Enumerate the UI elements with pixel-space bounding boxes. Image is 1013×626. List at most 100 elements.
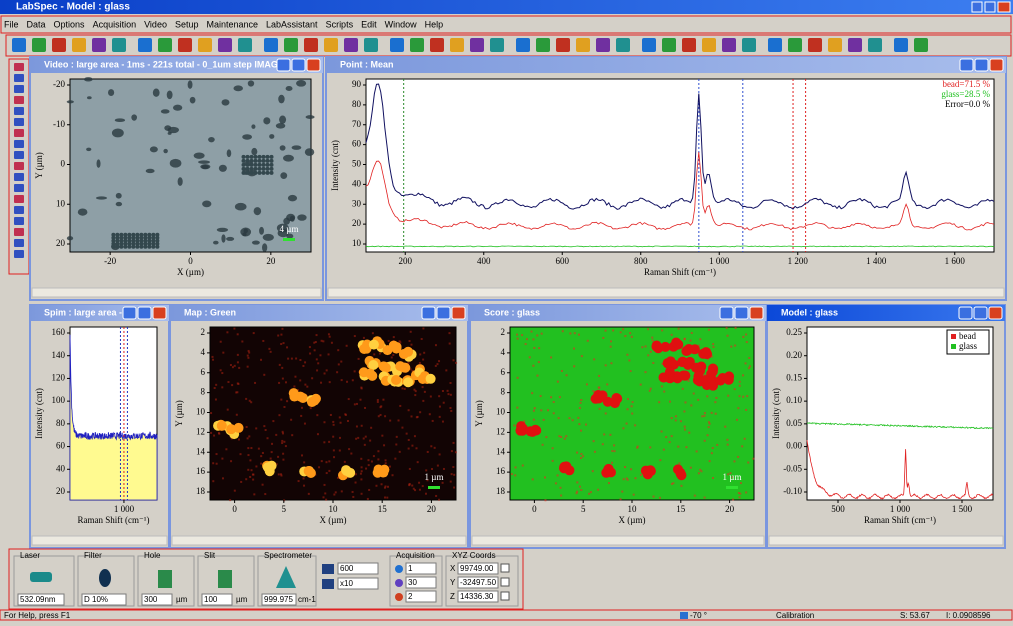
toolbar-button[interactable] [430, 38, 444, 52]
scrollbar[interactable] [328, 288, 1004, 297]
scrollbar[interactable] [32, 288, 321, 297]
toolbar-button[interactable] [536, 38, 550, 52]
toolbar-button[interactable] [914, 38, 928, 52]
toolbar-button[interactable] [450, 38, 464, 52]
tool-icon[interactable] [14, 206, 24, 214]
scrollbar[interactable] [769, 536, 1003, 545]
toolbar-button[interactable] [470, 38, 484, 52]
toolbar-button[interactable] [138, 38, 152, 52]
toolbar-button[interactable] [682, 38, 696, 52]
window-button[interactable] [422, 307, 435, 319]
tool-icon[interactable] [14, 173, 24, 181]
toolbar-button[interactable] [158, 38, 172, 52]
coordinate-check[interactable] [501, 592, 509, 600]
toolbar-button[interactable] [596, 38, 610, 52]
window-button[interactable] [989, 307, 1002, 319]
window-button[interactable] [959, 307, 972, 319]
toolbar-button[interactable] [218, 38, 232, 52]
tool-icon[interactable] [14, 195, 24, 203]
toolbar-button[interactable] [516, 38, 530, 52]
toolbar-button[interactable] [12, 38, 26, 52]
coordinate-check[interactable] [501, 578, 509, 586]
toolbar-button[interactable] [410, 38, 424, 52]
toolbar-button[interactable] [364, 38, 378, 52]
toolbar-button[interactable] [742, 38, 756, 52]
toolbar-button[interactable] [616, 38, 630, 52]
menu-item[interactable]: Data [27, 19, 46, 29]
toolbar-button[interactable] [702, 38, 716, 52]
toolbar-button[interactable] [848, 38, 862, 52]
window-button[interactable] [153, 307, 166, 319]
minimize-button[interactable] [972, 2, 982, 12]
close-button[interactable] [998, 2, 1010, 12]
toolbar-button[interactable] [52, 38, 66, 52]
window-button[interactable] [123, 307, 136, 319]
toolbar-button[interactable] [768, 38, 782, 52]
tool-icon[interactable] [14, 129, 24, 137]
toolbar-button[interactable] [576, 38, 590, 52]
window-button[interactable] [437, 307, 450, 319]
window-button[interactable] [960, 59, 973, 71]
menu-item[interactable]: Help [425, 19, 444, 29]
tool-icon[interactable] [14, 184, 24, 192]
menu-item[interactable]: LabAssistant [266, 19, 318, 29]
toolbar-button[interactable] [788, 38, 802, 52]
toolbar-button[interactable] [390, 38, 404, 52]
window-button[interactable] [990, 59, 1003, 71]
tool-icon[interactable] [14, 250, 24, 258]
menu-item[interactable]: File [4, 19, 19, 29]
scrollbar[interactable] [172, 536, 466, 545]
toolbar-button[interactable] [112, 38, 126, 52]
toolbar-button[interactable] [304, 38, 318, 52]
window-button[interactable] [735, 307, 748, 319]
tool-icon[interactable] [14, 63, 24, 71]
tool-icon[interactable] [14, 228, 24, 236]
menu-item[interactable]: Scripts [326, 19, 354, 29]
menu-item[interactable]: Acquisition [93, 19, 137, 29]
toolbar-button[interactable] [662, 38, 676, 52]
window-button[interactable] [277, 59, 290, 71]
toolbar-button[interactable] [868, 38, 882, 52]
menu-item[interactable]: Options [54, 19, 86, 29]
toolbar-button[interactable] [72, 38, 86, 52]
toolbar-button[interactable] [32, 38, 46, 52]
window-button[interactable] [750, 307, 763, 319]
menu-item[interactable]: Video [144, 19, 167, 29]
window-button[interactable] [452, 307, 465, 319]
maximize-button[interactable] [985, 2, 995, 12]
toolbar-button[interactable] [178, 38, 192, 52]
toolbar-button[interactable] [722, 38, 736, 52]
toolbar-button[interactable] [264, 38, 278, 52]
menu-item[interactable]: Maintenance [206, 19, 258, 29]
window-button[interactable] [307, 59, 320, 71]
tool-icon[interactable] [14, 107, 24, 115]
coordinate-check[interactable] [501, 564, 509, 572]
toolbar-button[interactable] [92, 38, 106, 52]
scrollbar[interactable] [32, 536, 167, 545]
tool-icon[interactable] [14, 85, 24, 93]
tool-icon[interactable] [14, 239, 24, 247]
toolbar-button[interactable] [808, 38, 822, 52]
tool-icon[interactable] [14, 118, 24, 126]
toolbar-button[interactable] [284, 38, 298, 52]
tool-icon[interactable] [14, 162, 24, 170]
menu-item[interactable]: Setup [175, 19, 199, 29]
tool-icon[interactable] [14, 217, 24, 225]
window-button[interactable] [974, 307, 987, 319]
tool-icon[interactable] [14, 151, 24, 159]
scrollbar[interactable] [472, 536, 764, 545]
toolbar-button[interactable] [556, 38, 570, 52]
window-button[interactable] [975, 59, 988, 71]
toolbar-button[interactable] [324, 38, 338, 52]
window-button[interactable] [138, 307, 151, 319]
toolbar-button[interactable] [894, 38, 908, 52]
window-button[interactable] [292, 59, 305, 71]
toolbar-button[interactable] [642, 38, 656, 52]
toolbar-button[interactable] [828, 38, 842, 52]
tool-icon[interactable] [14, 96, 24, 104]
toolbar-button[interactable] [490, 38, 504, 52]
tool-icon[interactable] [14, 74, 24, 82]
toolbar-button[interactable] [198, 38, 212, 52]
toolbar-button[interactable] [238, 38, 252, 52]
menu-item[interactable]: Window [385, 19, 418, 29]
